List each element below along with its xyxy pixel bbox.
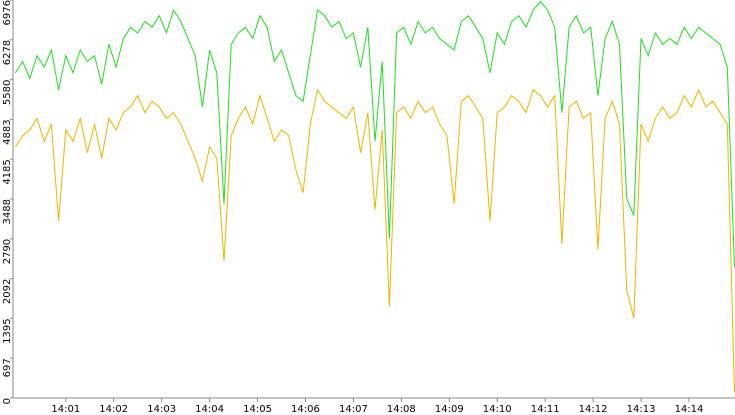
x-tick-label: 14:12 <box>579 404 608 415</box>
y-tick-label: 697 <box>2 358 13 377</box>
y-tick-label: 2092 <box>2 279 13 304</box>
x-tick-label: 14:02 <box>99 404 128 415</box>
y-tick-label: 4185 <box>2 159 13 184</box>
x-tick-label: 14:10 <box>483 404 512 415</box>
y-tick-label: 4883 <box>2 119 13 144</box>
x-tick-label: 14:03 <box>147 404 176 415</box>
y-tick-label: 6278 <box>2 40 13 65</box>
x-tick-label: 14:01 <box>51 404 80 415</box>
x-tick-label: 14:05 <box>243 404 272 415</box>
x-tick-label: 14:04 <box>195 404 224 415</box>
x-tick-label: 14:08 <box>387 404 416 415</box>
x-tick-label: 14:14 <box>675 404 704 415</box>
series-line <box>14 0 735 267</box>
y-tick-label: 3488 <box>2 199 13 224</box>
y-tick-label: 0 <box>2 398 13 404</box>
x-tick-label: 14:06 <box>291 404 320 415</box>
x-tick-label: 14:11 <box>531 404 560 415</box>
x-tick-label: 14:09 <box>435 404 464 415</box>
y-tick-label: 5580 <box>2 80 13 105</box>
y-tick-label: 2790 <box>2 239 13 264</box>
x-tick-label: 14:07 <box>339 404 368 415</box>
series-line <box>14 88 735 393</box>
y-tick-label: 1395 <box>2 318 13 343</box>
x-tick-label: 14:13 <box>627 404 656 415</box>
y-tick-label: 6976 <box>2 0 13 25</box>
